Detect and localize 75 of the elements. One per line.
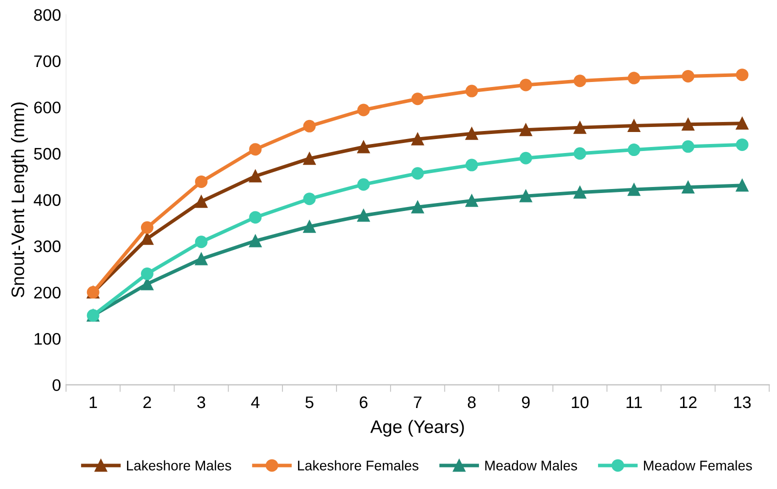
point — [736, 117, 748, 130]
point — [628, 119, 640, 132]
point — [195, 195, 208, 208]
point — [249, 143, 262, 156]
point — [520, 78, 532, 92]
x-tick-label: 3 — [197, 396, 206, 408]
point — [682, 181, 694, 194]
point — [574, 121, 586, 134]
point — [465, 158, 478, 172]
point — [628, 72, 640, 84]
y-tick-label: 600 — [34, 102, 61, 114]
legend-label: Lakeshore Males — [127, 460, 232, 470]
point — [249, 211, 262, 224]
x-tick-label: 4 — [251, 396, 260, 408]
y-tick-label: 700 — [34, 55, 61, 68]
point — [357, 178, 370, 191]
point — [411, 200, 424, 214]
x-tick-label: 7 — [414, 396, 422, 408]
point — [303, 152, 316, 165]
point — [195, 252, 208, 266]
point — [195, 175, 208, 188]
point — [574, 186, 586, 199]
point — [574, 74, 586, 88]
point — [628, 183, 640, 196]
point — [411, 92, 424, 106]
point — [303, 120, 316, 132]
point — [520, 124, 532, 136]
point — [574, 147, 586, 160]
x-tick-label: 5 — [305, 396, 314, 408]
point — [303, 220, 316, 233]
point — [682, 70, 694, 82]
point — [736, 179, 748, 192]
point — [195, 236, 208, 248]
y-axis-title: Snout-Vent Length (mm) — [10, 102, 28, 298]
y-tick-label: 400 — [34, 194, 61, 206]
point — [465, 84, 478, 98]
y-tick-label: 100 — [34, 332, 61, 345]
point — [628, 144, 640, 156]
y-tick-label: 500 — [34, 148, 61, 160]
legend-label: Meadow Males — [485, 460, 578, 470]
point — [249, 170, 262, 182]
x-tick-label: 11 — [626, 396, 642, 408]
x-tick-label: 6 — [360, 396, 368, 408]
point — [357, 104, 370, 116]
point — [465, 194, 478, 207]
x-tick-label: 10 — [572, 396, 589, 408]
y-tick-label: 200 — [34, 286, 61, 299]
x-tick-label: 8 — [468, 396, 476, 408]
x-axis-title: Age (Years) — [370, 420, 464, 437]
point — [140, 232, 154, 245]
x-tick-label: 9 — [522, 396, 530, 408]
point — [357, 209, 370, 222]
y-tick-label: 0 — [52, 379, 61, 392]
point — [140, 221, 154, 234]
point — [140, 268, 154, 280]
point — [736, 68, 748, 82]
point — [465, 127, 478, 140]
x-tick-label: 12 — [680, 396, 697, 408]
point — [520, 152, 532, 164]
x-tick-label: 13 — [734, 396, 751, 408]
x-tick-label: 1 — [90, 396, 97, 408]
point — [682, 140, 694, 153]
legend-label: Meadow Females — [644, 460, 752, 470]
point — [303, 192, 316, 206]
point — [736, 138, 748, 151]
point — [520, 190, 532, 202]
x-tick-label: 2 — [143, 396, 151, 408]
y-tick-label: 300 — [34, 240, 61, 252]
legend-label: Lakeshore Females — [298, 460, 418, 470]
point — [357, 140, 370, 154]
point — [249, 234, 262, 248]
point — [411, 132, 424, 146]
y-tick-label: 800 — [34, 9, 61, 21]
point — [682, 118, 694, 131]
point — [411, 167, 424, 180]
